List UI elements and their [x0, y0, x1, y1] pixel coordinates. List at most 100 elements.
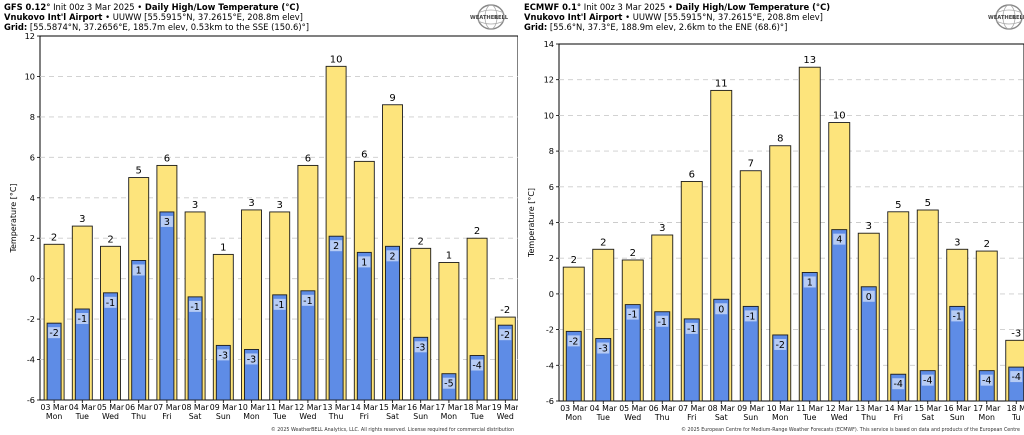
- high-temp-label: 3: [248, 198, 254, 209]
- x-tick-weekday: Thu: [654, 413, 670, 422]
- y-axis-label: Temperature [°C]: [527, 188, 536, 258]
- y-tick-label: 6: [549, 182, 554, 192]
- high-temp-label: 2: [984, 239, 990, 250]
- high-temp-label: 5: [136, 166, 142, 177]
- y-tick-label: 0: [549, 289, 554, 299]
- x-tick-weekday: Wed: [624, 413, 641, 422]
- low-temp-label: -1: [303, 296, 312, 307]
- x-tick-date: 18 M: [1007, 404, 1024, 413]
- low-label-bg: [597, 342, 610, 354]
- low-label-bg: [567, 335, 580, 347]
- high-temp-label: 6: [305, 153, 311, 164]
- y-tick-label: 4: [30, 193, 35, 203]
- x-tick-date: 19 Mar: [492, 403, 518, 412]
- high-temp-label: 11: [715, 78, 728, 89]
- low-label-bg: [803, 276, 816, 288]
- high-temp-label: 9: [389, 93, 395, 104]
- low-temp-bar: [328, 235, 344, 401]
- low-temp-label: -1: [746, 311, 755, 322]
- y-tick-label: 0: [30, 274, 35, 284]
- low-temp-label: -4: [1012, 372, 1021, 383]
- x-tick-date: 08 Mar: [708, 404, 736, 413]
- low-temp-label: -3: [599, 344, 608, 355]
- low-temp-label: -2: [501, 330, 510, 341]
- x-tick-weekday: Tue: [272, 412, 287, 421]
- low-temp-label: 4: [836, 235, 842, 246]
- y-tick-label: 10: [544, 110, 554, 120]
- x-tick-date: 03 Mar: [41, 403, 69, 412]
- low-label-bg: [715, 303, 728, 315]
- low-temp-label: 0: [718, 304, 724, 315]
- low-temp-bar: [131, 260, 147, 401]
- logo-text-weather: WEATHER: [988, 15, 1016, 21]
- high-temp-label: 2: [107, 234, 113, 245]
- low-label-bg: [414, 341, 427, 353]
- low-temp-label: 2: [389, 251, 395, 262]
- chart-title: Daily High/Low Temperature (°C): [675, 2, 831, 12]
- high-temp-label: 2: [474, 226, 480, 237]
- x-tick-weekday: Sun: [413, 412, 428, 421]
- low-temp-bar: [103, 292, 118, 401]
- low-label-bg: [386, 250, 399, 262]
- high-temp-label: 6: [689, 169, 695, 180]
- low-temp-label: -1: [628, 310, 637, 321]
- x-tick-weekday: Sat: [386, 412, 399, 421]
- high-temp-label: 1: [446, 250, 452, 261]
- low-temp-label: -1: [106, 298, 115, 309]
- high-temp-label: 6: [164, 153, 170, 164]
- high-temp-label: 13: [803, 55, 816, 66]
- y-tick-label: -4: [27, 355, 35, 365]
- low-label-bg: [48, 327, 61, 339]
- grid-label: Grid:: [4, 22, 28, 33]
- low-temp-label: -3: [219, 350, 228, 361]
- low-label-bg: [245, 353, 258, 365]
- low-temp-label: 1: [136, 265, 142, 276]
- low-label-bg: [744, 310, 757, 322]
- low-label-bg: [160, 215, 173, 227]
- high-temp-label: 1: [220, 242, 226, 253]
- x-tick-weekday: Thu: [328, 412, 344, 421]
- high-temp-bar: [887, 211, 910, 402]
- x-tick-date: 12 Mar: [826, 404, 854, 413]
- low-label-bg: [980, 374, 993, 386]
- low-temp-label: -1: [687, 324, 696, 335]
- x-tick-weekday: Tu: [1011, 413, 1021, 422]
- low-temp-bar: [860, 286, 877, 402]
- y-tick-label: 12: [544, 75, 554, 85]
- low-label-bg: [862, 290, 875, 302]
- x-tick-weekday: Wed: [102, 412, 119, 421]
- chart-header: GFS 0.12° Init 00z 3 Mar 2025 • Daily Hi…: [4, 2, 310, 33]
- x-tick-weekday: Wed: [831, 413, 848, 422]
- high-temp-label: 3: [79, 214, 85, 225]
- high-temp-label: 5: [925, 198, 931, 209]
- x-tick-date: 07 Mar: [153, 403, 181, 412]
- low-label-bg: [892, 378, 905, 390]
- high-temp-label: 3: [192, 200, 198, 211]
- x-tick-date: 12 Mar: [294, 403, 322, 412]
- low-label-bg: [76, 313, 89, 324]
- low-temp-label: -4: [982, 376, 991, 387]
- x-tick-weekday: Fri: [894, 413, 903, 422]
- x-tick-date: 17 Mar: [973, 404, 1001, 413]
- y-tick-label: 4: [549, 218, 554, 228]
- low-temp-label: 3: [164, 217, 170, 228]
- x-tick-date: 06 Mar: [125, 403, 153, 412]
- low-label-bg: [656, 315, 669, 327]
- x-tick-date: 09 Mar: [210, 403, 238, 412]
- x-tick-weekday: Tue: [75, 412, 90, 421]
- low-label-bg: [132, 264, 145, 276]
- x-tick-date: 05 Mar: [619, 404, 647, 413]
- low-temp-label: -1: [190, 302, 199, 313]
- high-temp-label: 2: [600, 237, 606, 248]
- x-tick-date: 11 Mar: [796, 404, 824, 413]
- station-name: Vnukovo Int'l Airport: [4, 12, 103, 23]
- x-tick-date: 03 Mar: [560, 404, 588, 413]
- station-detail: UUWW [55.5915°N, 37.2615°E, 208.8m elev]: [112, 12, 303, 23]
- y-tick-label: 6: [30, 152, 35, 162]
- low-label-bg: [104, 296, 117, 308]
- low-temp-label: -4: [894, 379, 903, 390]
- high-temp-label: -3: [1011, 328, 1021, 339]
- x-tick-date: 16 Mar: [407, 403, 435, 412]
- high-temp-label: -2: [500, 305, 510, 316]
